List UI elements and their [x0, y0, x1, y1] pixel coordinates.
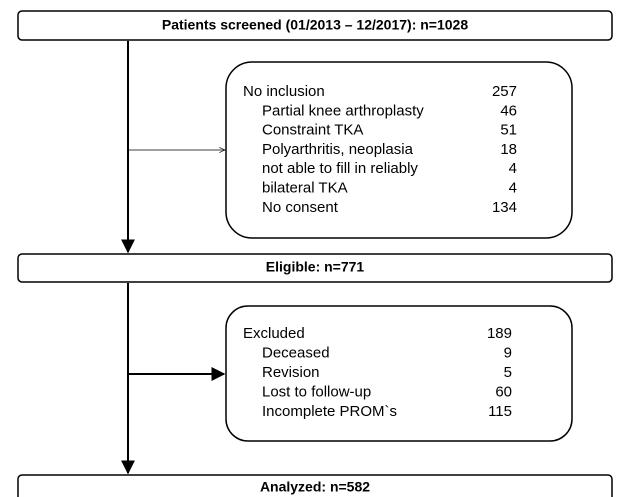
item-count: 46 [500, 102, 517, 119]
item-label: bilateral TKA [262, 179, 348, 196]
item-label: Incomplete PROM`s [262, 403, 397, 420]
exclusion-box [225, 61, 573, 239]
item-label: not able to fill in reliably [262, 160, 418, 177]
item-count: 115 [488, 403, 512, 420]
item-label: Partial knee arthroplasty [262, 102, 424, 119]
box-label: Patients screened (01/2013 – 12/2017): n… [162, 17, 468, 33]
item-count: 4 [509, 179, 517, 196]
item-count: 18 [500, 141, 517, 158]
item-count: 5 [504, 364, 512, 381]
item-count: 51 [500, 122, 517, 139]
group-count: 257 [492, 83, 517, 100]
item-label: Deceased [262, 344, 330, 361]
box-label: Eligible: n=771 [266, 259, 365, 275]
item-count: 9 [504, 344, 512, 361]
box [17, 10, 613, 41]
box-label: Analyzed: n=582 [260, 479, 370, 495]
item-count: 134 [492, 199, 517, 216]
item-label: Polyarthritis, neoplasia [262, 141, 414, 158]
item-label: No consent [262, 199, 339, 216]
exclusion-box [225, 305, 573, 442]
group-count: 189 [487, 325, 512, 342]
box [17, 474, 613, 497]
item-count: 4 [509, 160, 517, 177]
item-label: Constraint TKA [262, 122, 363, 139]
box [17, 253, 613, 283]
item-count: 60 [495, 383, 512, 400]
item-label: Lost to follow-up [262, 383, 371, 400]
item-label: Revision [262, 364, 320, 381]
group-title: Excluded [243, 325, 305, 342]
group-title: No inclusion [243, 83, 325, 100]
